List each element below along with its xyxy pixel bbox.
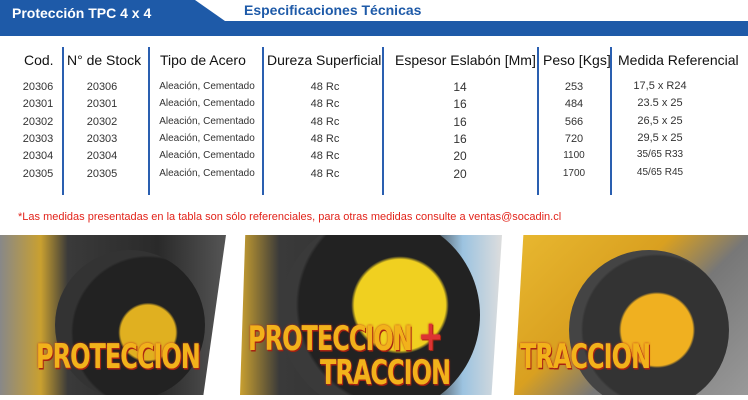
table-cell: 48 Rc (310, 98, 340, 111)
table-cell: 20301 (22, 98, 54, 111)
table-cell: 20306 (86, 81, 118, 93)
footnote: *Las medidas presentadas en la tabla son… (18, 211, 562, 223)
table-cell: 20303 (86, 132, 118, 145)
table-cell: 484 (564, 98, 584, 111)
table-cell: 16 (453, 97, 467, 112)
table-cell: 20306 (22, 81, 54, 93)
table-cell: 48 Rc (310, 115, 340, 128)
section-title: Especificaciones Técnicas (244, 2, 422, 18)
column-header: Peso [Kgs] (543, 52, 611, 68)
column-header: N° de Stock (67, 52, 142, 68)
label-proteccion: PROTECCION (248, 319, 413, 359)
table-cell: Aleación, Cementado (159, 98, 255, 110)
table-cell: 720 (564, 132, 584, 145)
table-cell: 48 Rc (310, 81, 340, 93)
table-cell: Aleación, Cementado (159, 167, 255, 179)
column-divider (148, 47, 150, 195)
table-cell: Aleación, Cementado (159, 132, 255, 144)
table-cell: 253 (564, 81, 584, 93)
column-header: Medida Referencial (618, 52, 739, 68)
photo-proteccion-traccion: PROTECCION + TRACCION (240, 235, 502, 395)
table-cell: 20 (453, 149, 467, 164)
column-divider (262, 47, 264, 195)
table-cell: 20302 (22, 115, 54, 128)
table-cell: 1700 (562, 167, 586, 179)
table-cell: 45/65 R45 (636, 166, 684, 178)
table-cell: 17,5 x R24 (633, 80, 687, 92)
table-cell: 20305 (22, 167, 54, 180)
table-cell: 566 (564, 115, 584, 128)
table-cell: 48 Rc (310, 132, 340, 145)
header-tab (195, 0, 748, 21)
column-divider (62, 47, 64, 195)
column-header: Espesor Eslabón [Mm] (395, 52, 536, 68)
table-cell: 29,5 x 25 (637, 131, 683, 144)
table-cell: 35/65 R33 (636, 149, 684, 161)
column-header: Cod. (24, 52, 54, 68)
table-cell: 16 (453, 131, 467, 146)
table-cell: 20303 (22, 132, 54, 145)
column-header: Dureza Superficial (267, 52, 382, 68)
table-cell: 16 (453, 114, 467, 129)
table-cell: 14 (453, 80, 467, 94)
label-traccion: TRACCION (520, 337, 651, 377)
product-title: Protección TPC 4 x 4 (12, 5, 152, 21)
table-cell: 20301 (86, 98, 118, 111)
table-cell: 48 Rc (310, 150, 340, 163)
table-cell: 48 Rc (310, 167, 340, 180)
column-divider (610, 47, 612, 195)
column-header: Tipo de Acero (160, 52, 246, 68)
table-cell: 1100 (563, 150, 585, 162)
table-cell: 20305 (86, 167, 118, 180)
table-cell: 26,5 x 25 (637, 114, 683, 127)
photo-traccion: TRACCION (514, 235, 748, 395)
plus-sign: + (418, 312, 443, 361)
table-cell: 23.5 x 25 (637, 97, 683, 110)
table-cell: 20302 (86, 115, 118, 128)
table-cell: Aleación, Cementado (159, 81, 255, 92)
table-cell: Aleación, Cementado (159, 150, 255, 162)
column-divider (537, 47, 539, 195)
label-traccion: TRACCION (320, 353, 451, 393)
table-cell: 20304 (86, 150, 118, 163)
photo-proteccion: PROTECCION (0, 235, 226, 395)
table-cell: Aleación, Cementado (159, 115, 255, 127)
column-divider (382, 47, 384, 195)
label-proteccion: PROTECCION (36, 337, 201, 377)
table-cell: 20 (453, 166, 467, 181)
table-cell: 20304 (22, 150, 54, 163)
